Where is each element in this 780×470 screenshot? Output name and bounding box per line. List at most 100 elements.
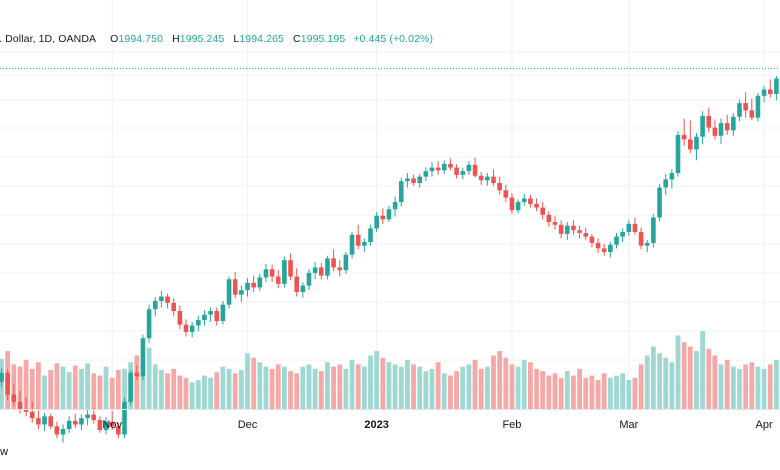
volume-bar [275, 364, 281, 409]
candle-body [577, 230, 582, 233]
candle-body [411, 178, 416, 184]
volume-bar [730, 366, 736, 409]
volume-bar [718, 364, 724, 409]
candle-body [349, 234, 355, 255]
volume-bar [195, 380, 201, 409]
volume-bar [300, 366, 306, 409]
candle-body [491, 176, 496, 184]
volume-bar [657, 353, 662, 409]
volume-bar [288, 371, 293, 409]
candle-body [128, 372, 133, 402]
candle-body [657, 187, 662, 218]
volume-bar [405, 359, 410, 409]
candle-body [263, 269, 269, 278]
volume-bar [361, 366, 367, 409]
candle-body [589, 236, 595, 243]
candle-body [398, 181, 404, 203]
volume-bar [374, 351, 380, 409]
candle-body [466, 164, 472, 172]
volume-bar [552, 373, 558, 409]
candle-body [638, 232, 644, 246]
candle-body [60, 429, 66, 435]
volume-bar [349, 359, 355, 409]
candle-body [626, 223, 632, 233]
candle-body [423, 171, 429, 177]
volume-bar [177, 375, 183, 409]
candle-body [42, 416, 47, 425]
candle-body [731, 116, 736, 131]
volume-bar [97, 375, 103, 409]
candle-body [681, 134, 687, 140]
candle-body [226, 279, 232, 305]
candle-body [472, 164, 478, 176]
candle-body [374, 215, 379, 229]
candle-body [362, 242, 367, 246]
volume-bar [269, 368, 275, 409]
volume-bar [85, 363, 90, 409]
volume-bar [48, 370, 54, 409]
volume-bar [491, 355, 496, 409]
ohlc-legend: S. Dollar, 1D, OANDA O1994.750 H1995.245… [0, 33, 433, 49]
volume-bar [521, 359, 527, 409]
volume-bar [767, 364, 773, 409]
candle-body [694, 136, 699, 150]
volume-bar [343, 368, 349, 409]
volume-bar [306, 364, 312, 409]
volume-bar [472, 359, 478, 409]
volume-bar [534, 368, 539, 409]
volume-bar [478, 368, 484, 409]
volume-bar [589, 375, 595, 409]
candle-body [651, 217, 656, 243]
candle-body [23, 409, 29, 412]
candle-body [300, 285, 306, 292]
volume-bar [79, 368, 84, 409]
volume-bar [620, 373, 626, 409]
volume-bar [601, 373, 607, 409]
candle-body [165, 296, 170, 303]
volume-bar [564, 371, 570, 409]
volume-bar [638, 364, 644, 409]
candle-body [66, 420, 72, 430]
candle-body [5, 372, 10, 395]
open-label: O [110, 33, 119, 45]
volume-bar [644, 355, 650, 409]
candle-body [761, 89, 767, 96]
volume-bar [54, 363, 60, 409]
candle-body [392, 202, 398, 210]
candle-body [675, 134, 681, 174]
candle-body [159, 296, 164, 302]
open-value: 1994.750 [118, 33, 164, 45]
time-axis-label: 2023 [364, 419, 388, 431]
change-value: +0.445 (+0.02%) [353, 33, 434, 45]
volume-bar [546, 375, 552, 409]
high-value: 1995.245 [179, 33, 225, 45]
volume-bar [251, 357, 257, 409]
volume-bar [257, 362, 263, 409]
volume-bar [282, 366, 287, 409]
time-axis-label: Feb [502, 419, 521, 431]
candle-body [743, 103, 748, 111]
candle-body [712, 127, 718, 136]
candle-body [337, 267, 343, 271]
volume-bar [441, 373, 447, 409]
volume-bar [454, 371, 459, 409]
candle-body [485, 176, 490, 181]
candle-body [767, 89, 773, 95]
volume-bar [614, 375, 619, 409]
volume-bar [368, 355, 373, 409]
volume-bar [448, 375, 453, 409]
candle-body [134, 372, 140, 377]
candle-body [755, 95, 761, 118]
candle-body [503, 190, 509, 198]
volume-bar [386, 362, 392, 409]
volume-bar [103, 366, 109, 409]
close-label: C [293, 33, 301, 45]
candle-body [558, 224, 564, 234]
volume-bars [0, 331, 779, 409]
brand-text: ew [0, 446, 9, 458]
volume-bar [202, 375, 207, 409]
candle-body [269, 269, 275, 277]
candle-body [319, 267, 324, 276]
